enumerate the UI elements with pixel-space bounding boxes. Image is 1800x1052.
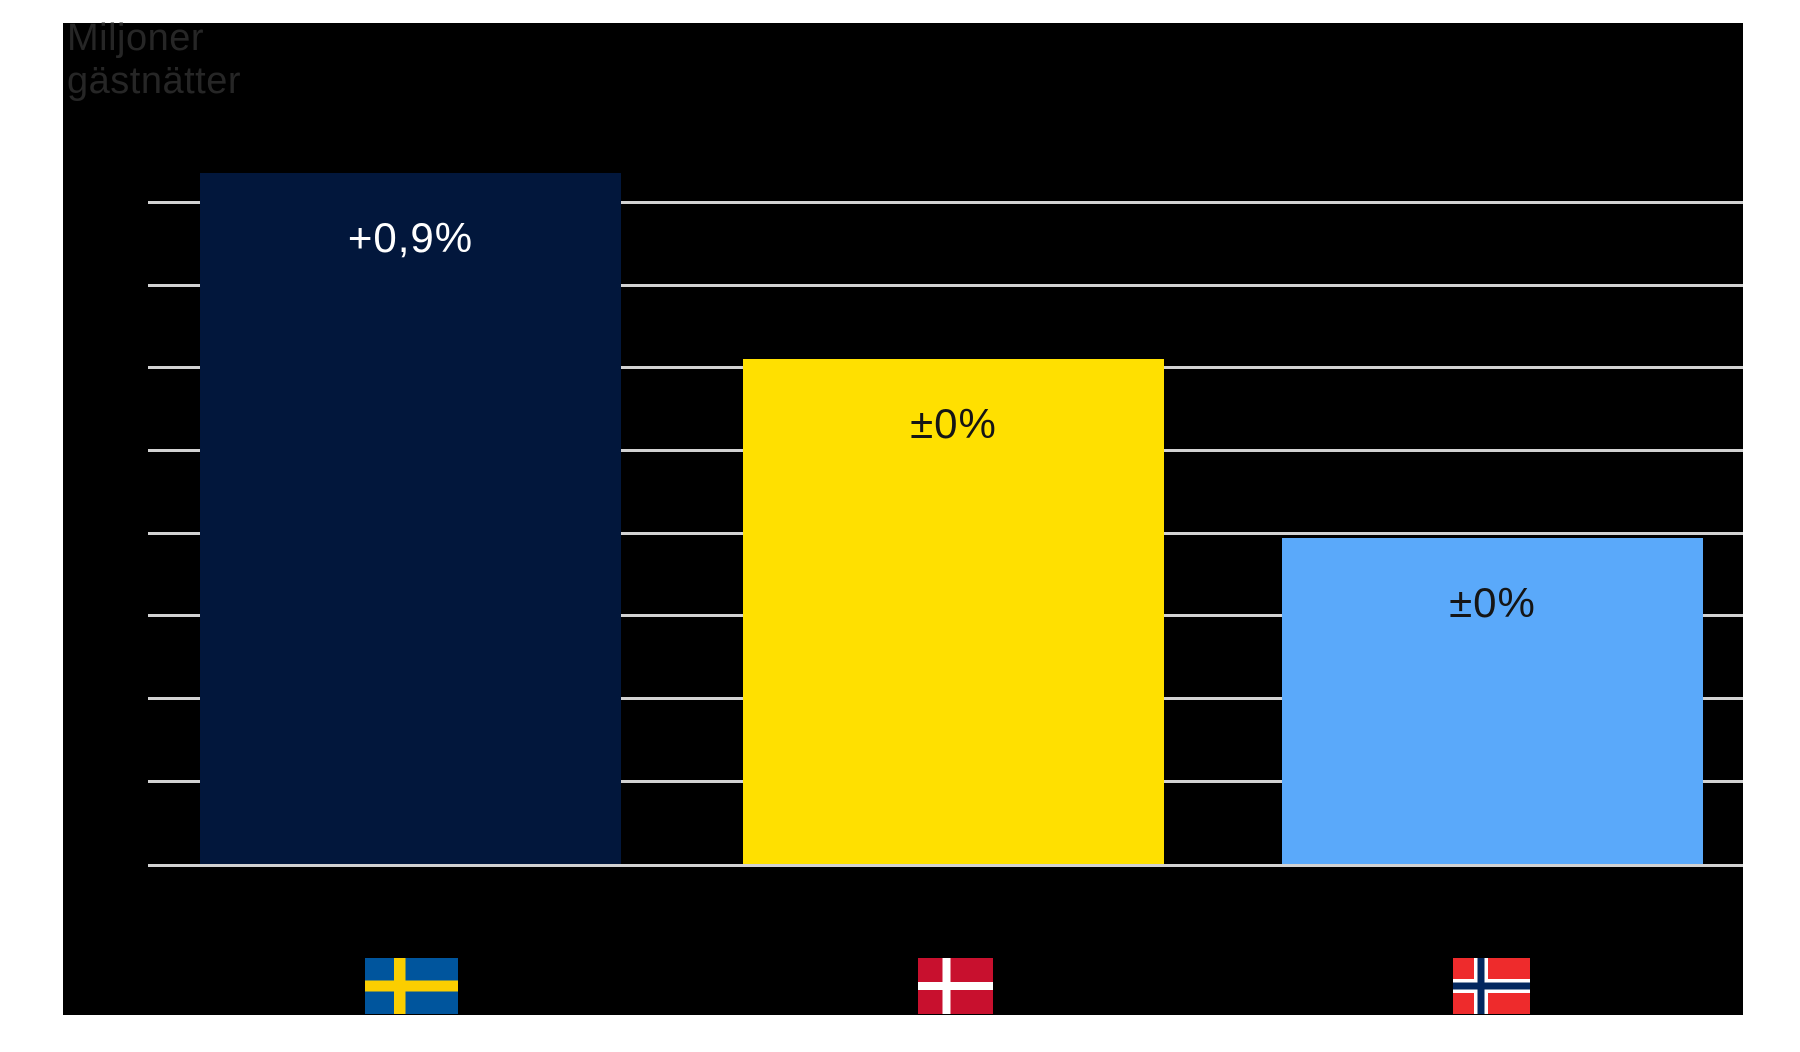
- norway-flag-icon: [1453, 958, 1530, 1014]
- bar-norway: ±0%: [1282, 538, 1703, 864]
- bar-label-norway: ±0%: [1449, 579, 1536, 626]
- bar-label-denmark: ±0%: [910, 400, 997, 447]
- y-axis-unit-label: Miljoner gästnätter: [67, 17, 241, 102]
- gridline: [148, 201, 1743, 204]
- chart-panel: Miljoner gästnätter +0,9% ±0% ±0%: [63, 17, 1743, 1015]
- x-axis-baseline: [148, 864, 1743, 867]
- bar-sweden: +0,9%: [200, 173, 621, 864]
- gridline: [148, 284, 1743, 287]
- denmark-flag-icon: [918, 958, 993, 1014]
- bar-denmark: ±0%: [743, 359, 1164, 864]
- bar-label-sweden: +0,9%: [347, 214, 474, 261]
- sweden-flag-icon: [365, 958, 458, 1014]
